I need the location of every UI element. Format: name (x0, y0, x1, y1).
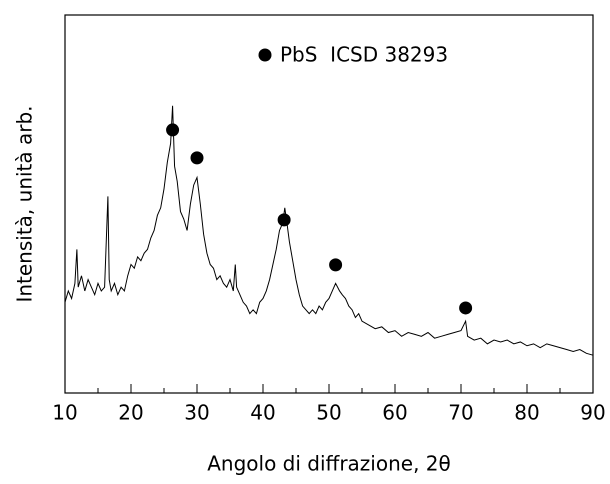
peak-marker (459, 301, 473, 315)
peak-marker (190, 151, 204, 165)
x-axis-label: Angolo di diffrazione, 2θ (207, 452, 451, 476)
peak-marker (329, 258, 343, 272)
legend-marker (258, 48, 272, 62)
x-tick-label: 10 (52, 401, 77, 425)
peak-marker (166, 123, 180, 137)
xrd-pattern (64, 105, 594, 356)
plot-frame (64, 14, 594, 394)
x-tick-label: 50 (316, 401, 341, 425)
x-tick-label: 60 (382, 401, 407, 425)
x-tick-label: 30 (184, 401, 209, 425)
x-tick-label: 90 (580, 401, 605, 425)
peak-marker (277, 213, 291, 227)
y-axis-label: Intensità, unità arb. (13, 105, 37, 302)
x-tick-label: 70 (448, 401, 473, 425)
x-tick-label: 40 (250, 401, 275, 425)
legend-label: PbS ICSD 38293 (280, 43, 448, 67)
x-tick-label: 20 (118, 401, 143, 425)
x-tick-label: 80 (514, 401, 539, 425)
